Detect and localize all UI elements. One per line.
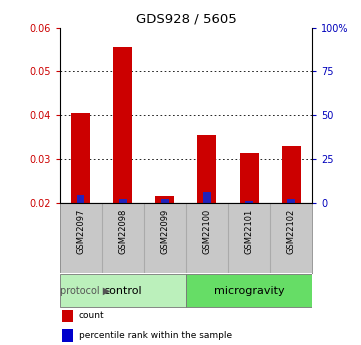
Text: control: control bbox=[104, 286, 142, 296]
Text: microgravity: microgravity bbox=[214, 286, 284, 296]
Bar bbox=[240, 152, 258, 203]
Bar bbox=[113, 47, 132, 203]
Bar bbox=[62, 329, 74, 342]
Bar bbox=[186, 274, 312, 307]
Text: GSM22097: GSM22097 bbox=[76, 209, 85, 254]
Bar bbox=[282, 146, 301, 203]
Bar bbox=[197, 135, 217, 203]
Bar bbox=[161, 199, 169, 203]
Text: GSM22098: GSM22098 bbox=[118, 209, 127, 254]
Bar bbox=[119, 199, 126, 203]
Text: GSM22099: GSM22099 bbox=[160, 209, 169, 254]
Bar bbox=[62, 309, 74, 322]
Bar bbox=[60, 274, 186, 307]
Text: GSM22102: GSM22102 bbox=[287, 209, 296, 254]
Bar bbox=[287, 199, 295, 203]
Title: GDS928 / 5605: GDS928 / 5605 bbox=[135, 12, 236, 25]
Text: GSM22101: GSM22101 bbox=[245, 209, 253, 254]
Bar bbox=[77, 195, 84, 203]
Text: GSM22100: GSM22100 bbox=[203, 209, 212, 254]
Bar bbox=[155, 196, 174, 203]
Bar bbox=[245, 201, 253, 203]
Text: protocol ▶: protocol ▶ bbox=[60, 286, 110, 296]
Bar bbox=[203, 192, 211, 203]
Text: percentile rank within the sample: percentile rank within the sample bbox=[79, 331, 232, 340]
Bar bbox=[71, 113, 90, 203]
Text: count: count bbox=[79, 312, 104, 321]
